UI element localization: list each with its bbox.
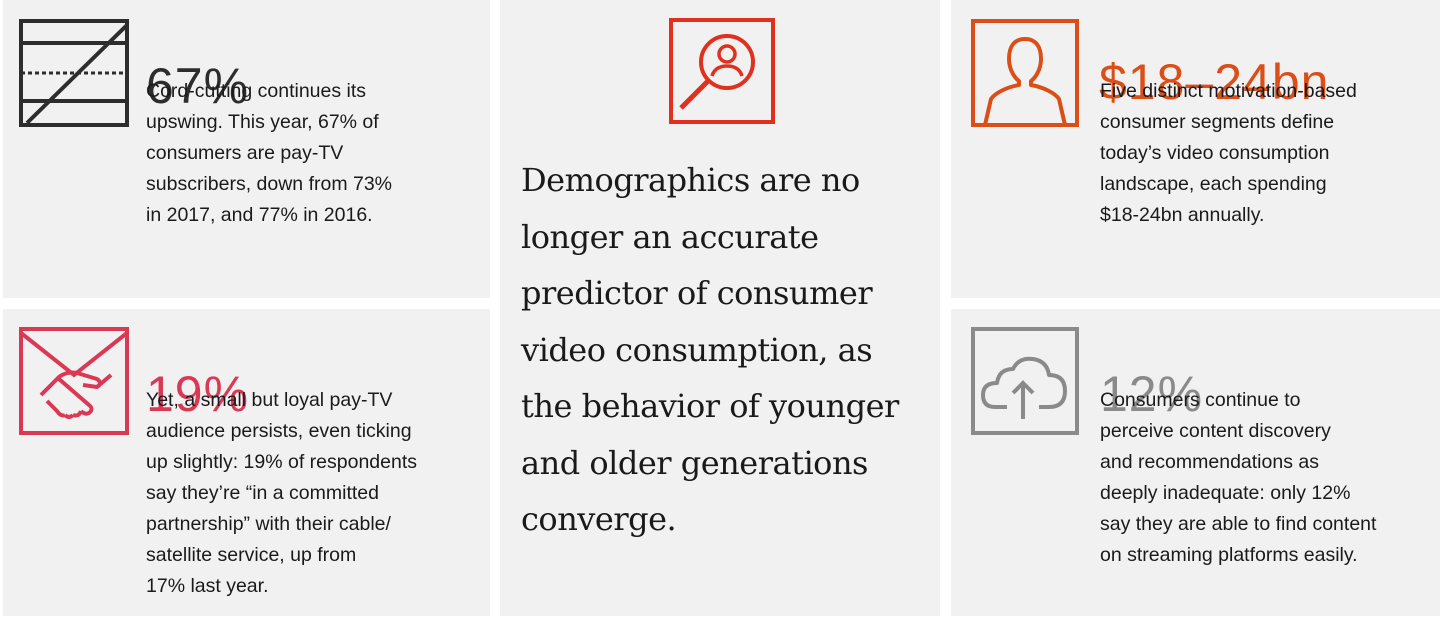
quote-line: and older generations bbox=[521, 443, 868, 482]
handshake-icon bbox=[19, 327, 129, 435]
text-line: Yet, a small but loyal pay-TV bbox=[146, 389, 393, 411]
magnifier-person-icon bbox=[669, 18, 775, 124]
tv-cord-cut-icon bbox=[19, 19, 129, 127]
text-line: $18-24bn annually. bbox=[1100, 204, 1265, 226]
card-description: Cord-cutting continues its upswing. This… bbox=[146, 76, 392, 231]
text-line: partnership” with their cable/ bbox=[146, 513, 391, 535]
card-description: Consumers continue to perceive content d… bbox=[1100, 385, 1376, 571]
person-frame-icon bbox=[971, 19, 1079, 127]
text-line: consumer segments define bbox=[1100, 111, 1335, 133]
card-discovery: 12% Consumers continue to perceive conte… bbox=[951, 309, 1440, 616]
quote-line: predictor of consumer bbox=[521, 274, 873, 312]
text-line: audience persists, even ticking bbox=[146, 420, 412, 442]
quote-line: video consumption, as bbox=[521, 330, 873, 369]
text-line: Consumers continue to bbox=[1100, 389, 1301, 411]
text-line: deeply inadequate: only 12% bbox=[1100, 482, 1351, 504]
text-line: upswing. This year, 67% of bbox=[146, 111, 379, 133]
text-line: today’s video consumption bbox=[1100, 142, 1330, 164]
quote-line: converge. bbox=[521, 500, 677, 538]
card-description: Five distinct motivation-based consumer … bbox=[1100, 76, 1357, 231]
card-segments: $18–24bn Five distinct motivation-based … bbox=[951, 0, 1440, 298]
text-line: satellite service, up from bbox=[146, 544, 357, 566]
stat-value: 19% bbox=[146, 365, 250, 422]
text-line: say they are able to find content bbox=[1100, 513, 1377, 535]
text-line: on streaming platforms easily. bbox=[1100, 544, 1358, 566]
stat-value: $18–24bn bbox=[1099, 53, 1330, 110]
text-line: consumers are pay-TV bbox=[146, 142, 344, 164]
center-quote-panel: Demographics are no longer an accurate p… bbox=[500, 0, 940, 616]
text-line: perceive content discovery bbox=[1100, 420, 1331, 442]
card-loyal-audience: 19% Yet, a small but loyal pay-TV audien… bbox=[3, 309, 490, 616]
stat-value: 67% bbox=[146, 57, 250, 114]
text-line: and recommendations as bbox=[1100, 451, 1319, 473]
text-line: say they’re “in a committed bbox=[146, 482, 380, 504]
text-line: landscape, each spending bbox=[1100, 173, 1327, 195]
quote-text: Demographics are no longer an accurate p… bbox=[521, 152, 899, 548]
quote-line: Demographics are no bbox=[521, 161, 860, 199]
text-line: Five distinct motivation-based bbox=[1100, 80, 1357, 102]
cloud-upload-icon bbox=[971, 327, 1079, 435]
quote-line: longer an accurate bbox=[521, 217, 819, 256]
text-line: in 2017, and 77% in 2016. bbox=[146, 204, 373, 226]
card-cord-cutting: 67% Cord-cutting continues its upswing. … bbox=[3, 0, 490, 298]
quote-line: the behavior of younger bbox=[521, 387, 899, 425]
text-line: up slightly: 19% of respondents bbox=[146, 451, 418, 473]
text-line: Cord-cutting continues its bbox=[146, 80, 367, 102]
stat-value: 12% bbox=[1100, 365, 1204, 422]
text-line: subscribers, down from 73% bbox=[146, 173, 393, 195]
card-description: Yet, a small but loyal pay-TV audience p… bbox=[146, 385, 417, 602]
text-line: 17% last year. bbox=[146, 575, 269, 597]
